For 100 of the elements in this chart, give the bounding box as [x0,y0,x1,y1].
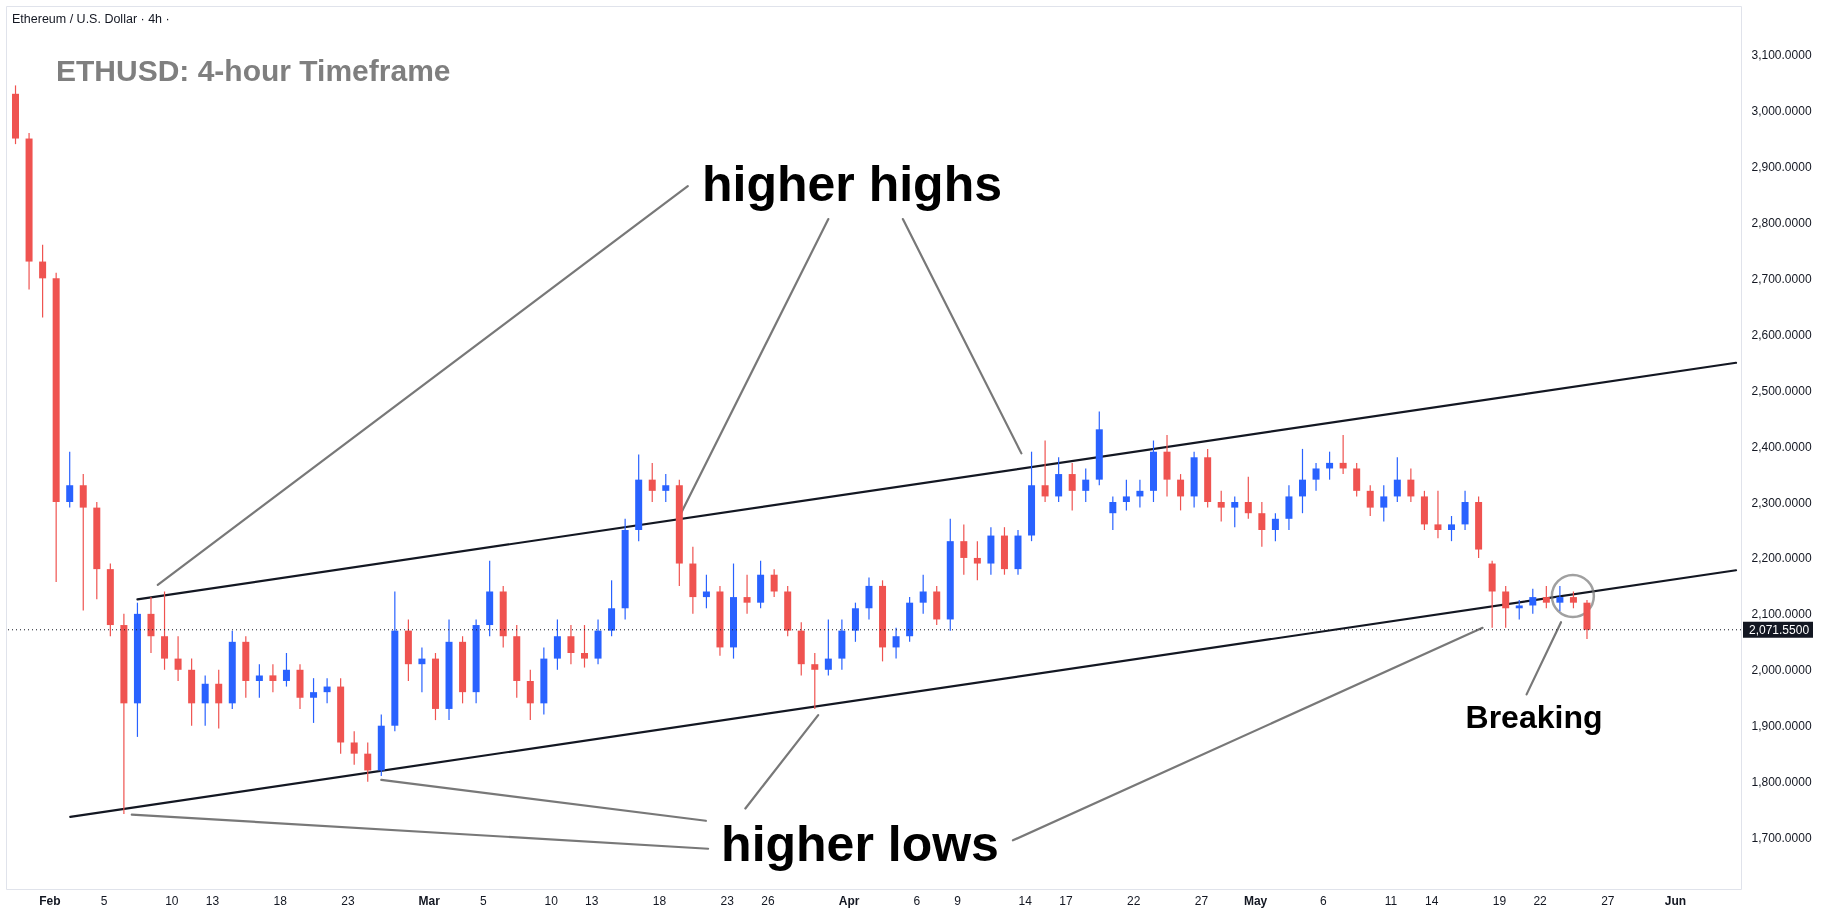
y-tick-label: 1,800.0000 [1751,775,1812,790]
candlestick [1298,448,1306,514]
candlestick [1055,456,1063,503]
candlestick [648,462,656,503]
candlestick [66,451,74,509]
candlestick [1393,456,1401,503]
y-tick-label: 2,600.0000 [1751,327,1812,342]
candlestick [567,624,575,665]
candlestick [1136,479,1144,509]
ref-line-label: 2,071.5500 [1749,622,1810,637]
candlestick [1244,476,1252,520]
y-tick-label: 2,000.0000 [1751,663,1812,678]
candlestick [1326,451,1334,481]
candlestick [811,652,819,710]
candlestick [1231,495,1239,528]
candlestick [310,677,318,724]
x-tick-label: 27 [1194,893,1209,908]
candlestick [1339,434,1347,475]
x-tick-label: 10 [544,893,559,908]
y-tick-label: 2,100.0000 [1751,607,1812,622]
candlestick [1082,467,1090,503]
x-tick-label: 11 [1384,893,1398,908]
candlestick [215,669,223,730]
x-tick-label: 13 [585,893,599,908]
x-tick-label: 27 [1601,893,1615,908]
candlestick [580,624,588,669]
x-tick-label: 5 [100,893,108,908]
candlestick [1177,473,1185,512]
candlestick [865,576,873,621]
candlestick [919,574,927,615]
candlestick [1041,439,1049,503]
x-tick-label: Feb [39,893,61,908]
candlestick [824,618,832,676]
x-tick-label: 26 [761,893,775,908]
candlestick [323,677,331,704]
candlestick [743,574,751,615]
annotation: Breaking [1465,699,1603,735]
candlestick [1285,484,1293,531]
candlestick [1407,467,1415,503]
y-tick-label: 2,800.0000 [1751,215,1812,230]
candlestick [79,473,87,612]
candlestick [269,663,277,693]
candlestick [770,568,778,598]
x-tick-label: 13 [205,893,220,908]
x-tick-label: Jun [1664,893,1687,908]
candlestick [892,627,900,660]
y-tick-label: 2,500.0000 [1751,383,1812,398]
candlestick [702,574,710,609]
candlestick [1434,490,1442,539]
candlestick [1258,501,1266,548]
y-tick-label: 1,700.0000 [1751,831,1812,846]
candlestick [553,618,561,671]
candlestick [1461,490,1469,531]
candlestick [1529,588,1537,615]
candlestick [147,596,155,654]
candlestick [282,652,290,688]
candlestick [1217,490,1225,523]
x-tick-label: 18 [273,893,288,908]
candlestick [526,669,534,721]
candlestick [1502,585,1510,629]
y-tick-label: 1,900.0000 [1751,719,1812,734]
candlestick [1515,599,1523,621]
annotation: higher lows [721,816,999,872]
candlestick [201,674,209,727]
candlestick [608,579,616,637]
candlestick [1068,462,1076,512]
candlestick [174,635,182,682]
y-tick-label: 2,300.0000 [1751,495,1812,510]
x-tick-label: Apr [838,893,860,908]
candlestick [1448,515,1456,542]
x-tick-label: 6 [913,893,921,908]
candlestick [1542,585,1550,609]
candlestick [255,663,263,699]
x-tick-label: 5 [480,893,488,908]
chart-subtitle: Ethereum / U.S. Dollar · 4h · [12,12,170,26]
candlestick [1366,484,1374,517]
x-tick-label: 14 [1425,893,1439,908]
candlestick [973,540,981,581]
x-tick-label: May [1243,893,1268,908]
y-tick-label: 2,900.0000 [1751,159,1812,174]
candlestick [350,730,358,766]
candlestick [1271,512,1279,542]
candlestick [1380,484,1388,523]
candlestick [1353,462,1361,498]
candlestick [418,646,426,693]
y-tick-label: 3,000.0000 [1751,104,1812,119]
y-tick-label: 2,400.0000 [1751,439,1812,454]
x-tick-label: 23 [341,893,355,908]
candlestick [662,473,670,503]
candlestick [1122,479,1130,512]
y-tick-label: 3,100.0000 [1751,48,1812,63]
x-tick-label: 14 [1018,893,1033,908]
x-tick-label: 18 [652,893,667,908]
x-tick-label: Mar [418,893,441,908]
x-tick-label: 9 [954,893,962,908]
x-tick-label: 22 [1533,893,1548,908]
text: ETHUSD: 4-hour Timeframe [56,54,451,87]
y-tick-label: 2,200.0000 [1751,551,1812,566]
x-tick-label: 22 [1126,893,1141,908]
candlestick [1556,585,1564,612]
